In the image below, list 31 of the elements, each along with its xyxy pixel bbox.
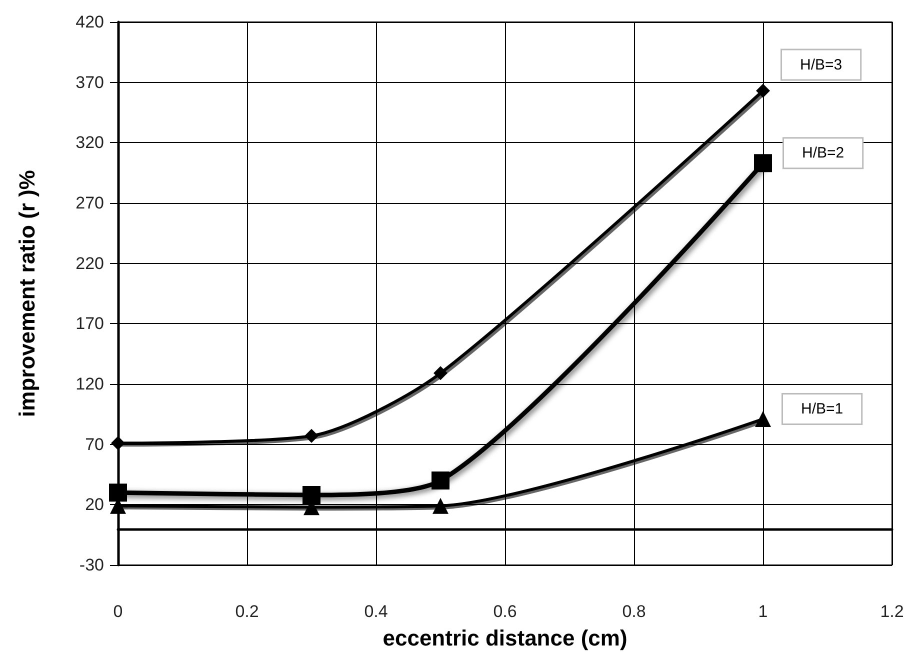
series-label: H/B=2 — [802, 144, 844, 162]
x-axis-title: eccentric distance (cm) — [382, 626, 628, 650]
point — [755, 410, 771, 427]
point — [432, 472, 450, 490]
point — [756, 84, 770, 98]
point — [434, 366, 448, 380]
y-tick-label: -30 — [79, 556, 104, 574]
y-tick-label: 120 — [76, 374, 104, 394]
x-tick-label: 0.6 — [493, 602, 517, 621]
text: H/B=1 — [801, 400, 844, 418]
point — [754, 154, 772, 172]
point — [302, 486, 320, 504]
point — [304, 428, 318, 443]
y-axis-title: improvement ratio (r )% — [14, 170, 40, 417]
text: H/B=3 — [800, 56, 842, 74]
y-tick-label: 320 — [76, 133, 104, 152]
x-tick-label: 0.8 — [622, 602, 646, 621]
x-tick-label: 0 — [113, 602, 123, 621]
y-tick-label: 220 — [76, 254, 104, 273]
y-tick-label: 270 — [76, 194, 104, 212]
y-tick-label: 70 — [85, 434, 104, 454]
y-tick-label: 370 — [76, 72, 104, 92]
y-tick-label: 20 — [85, 495, 104, 514]
y-tick-label: 170 — [76, 314, 104, 334]
x-tick-label: 0.2 — [235, 602, 259, 621]
y-tick-label: 420 — [76, 12, 104, 32]
x-tick-label: 0.4 — [364, 602, 388, 621]
x-tick-label: 1 — [758, 602, 768, 621]
x-tick-label: 1.2 — [880, 602, 904, 621]
point — [109, 484, 127, 502]
point — [432, 498, 448, 514]
